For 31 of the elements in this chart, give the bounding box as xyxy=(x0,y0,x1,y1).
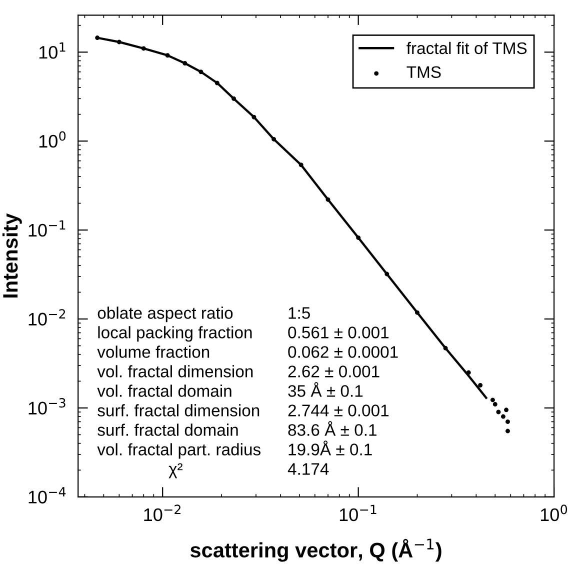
annotation: 35 Å ± 0.1 xyxy=(288,382,363,397)
x-tick-label: 10$^{−2}$ xyxy=(144,504,180,522)
y-tick-label: 10$^{−2}$ xyxy=(28,309,66,326)
annotation: 83.6 Å ± 0.1 xyxy=(288,421,376,436)
annotation: surf. fractal domain xyxy=(98,424,238,436)
annotation: vol. fractal domain xyxy=(97,384,232,397)
y-tick-label: 10$^{−3}$ xyxy=(28,398,66,415)
annotation: 0.062 ± 0.0001 xyxy=(288,346,398,358)
x-tick-label: 10$^{0}$ xyxy=(540,504,568,522)
annotation: 19.9Å ± 0.1 xyxy=(288,440,372,456)
annotation: 4.174 xyxy=(288,463,329,475)
annotation: 2.744 ± 0.001 xyxy=(288,404,389,416)
legend-label: fractal fit of TMS xyxy=(406,42,527,54)
annotation: volume fraction xyxy=(97,346,210,358)
y-axis-title: Intensity xyxy=(2,213,22,298)
annotation: 0.561 ± 0.001 xyxy=(288,326,389,338)
legend-label: TMS xyxy=(406,66,441,78)
x-axis-title: scattering vector, Q (Å$^{−1}$) xyxy=(190,538,442,562)
annotation: vol. fractal part. radius xyxy=(97,443,260,459)
x-tick-label: 10$^{−1}$ xyxy=(340,504,376,522)
annotation: surf. fractal dimension xyxy=(98,404,260,416)
y-tick-label: 10$^{−1}$ xyxy=(28,220,66,237)
annotation: 2.62 ± 0.001 xyxy=(288,366,380,378)
y-tick-label: 10$^{0}$ xyxy=(39,131,66,148)
y-tick-label: 10$^{1}$ xyxy=(39,42,66,59)
annotation: local packing fraction xyxy=(98,326,252,342)
annotation: 1:5 xyxy=(288,307,310,319)
annotation: χ² xyxy=(168,463,182,478)
y-tick-label: 10$^{−4}$ xyxy=(28,487,66,504)
annotation: vol. fractal dimension xyxy=(97,365,253,378)
annotation: oblate aspect ratio xyxy=(98,306,233,322)
